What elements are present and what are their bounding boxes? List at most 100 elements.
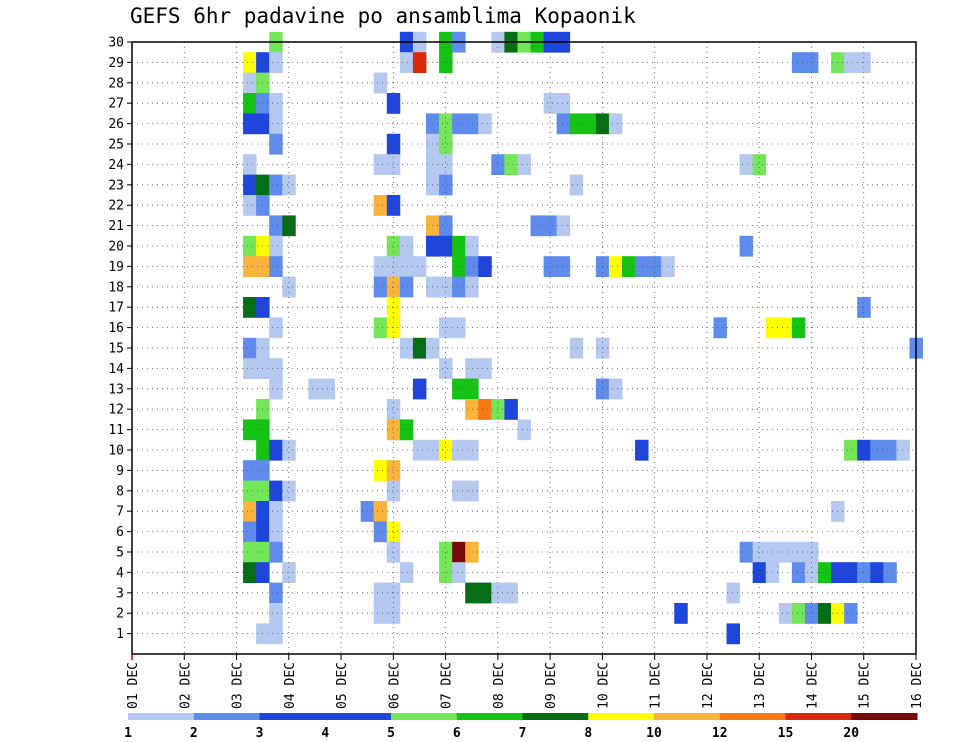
heatmap-cell <box>517 419 531 441</box>
heatmap-cell <box>282 174 296 196</box>
heatmap-cell <box>452 276 466 298</box>
heatmap-cell <box>635 256 649 277</box>
y-tick-label: 17 <box>108 301 124 316</box>
heatmap-cell <box>412 378 427 400</box>
colorbar-label: 20 <box>843 726 859 741</box>
x-tick-label: 02 DEC <box>178 662 193 709</box>
heatmap-cell <box>269 378 283 400</box>
heatmap-cell <box>543 215 558 237</box>
heatmap-cell <box>386 521 401 543</box>
grid-layer <box>132 41 917 654</box>
heatmap-cell <box>569 113 584 135</box>
heatmap-cell <box>543 256 558 277</box>
heatmap-cell <box>452 562 466 583</box>
y-tick-label: 22 <box>108 199 124 214</box>
colorbar-label: 15 <box>778 726 794 741</box>
y-tick-label: 29 <box>108 56 124 71</box>
heatmap-cell <box>791 562 806 583</box>
heatmap-cell <box>883 562 897 583</box>
colorbar-swatch <box>719 713 786 720</box>
colorbar-label: 6 <box>453 726 461 741</box>
heatmap-cell <box>465 378 479 400</box>
heatmap-cell <box>478 256 492 277</box>
heatmap-cell <box>269 480 283 502</box>
y-tick-label: 30 <box>108 36 124 51</box>
y-tick-label: 23 <box>108 178 124 193</box>
heatmap-cell <box>269 521 283 543</box>
heatmap-cell <box>465 358 479 379</box>
heatmap-cell <box>399 419 414 441</box>
heatmap-cell <box>608 256 623 277</box>
heatmap-cell <box>465 235 479 257</box>
cells-layer <box>243 31 923 645</box>
heatmap-cell <box>556 256 571 277</box>
x-tick-label: 08 DEC <box>492 662 507 709</box>
heatmap-cell <box>243 235 257 257</box>
heatmap-cell <box>243 501 257 522</box>
heatmap-cell <box>818 603 832 624</box>
heatmap-cell <box>739 541 754 563</box>
heatmap-cell <box>386 256 401 277</box>
heatmap-cell <box>739 154 754 175</box>
heatmap-cell <box>399 52 414 73</box>
heatmap-cell <box>373 460 388 481</box>
heatmap-cell <box>243 93 257 114</box>
heatmap-cell <box>883 439 897 461</box>
heatmap-cell <box>844 562 858 583</box>
heatmap-cell <box>386 603 401 624</box>
y-tick-label: 5 <box>116 546 124 561</box>
heatmap-cell <box>399 337 414 359</box>
colorbar-label: 10 <box>646 726 662 741</box>
x-tick-label: 07 DEC <box>440 662 455 709</box>
y-tick-label: 14 <box>108 362 124 377</box>
heatmap-cell <box>269 52 283 73</box>
x-axis: 01 DEC 02 DEC 03 DEC 04 DEC 05 DEC 06 DEC 07 D… <box>126 654 925 709</box>
heatmap-cell <box>243 562 257 583</box>
colorbar-swatch <box>456 713 523 720</box>
heatmap-cell <box>243 52 257 73</box>
colorbar-swatch <box>851 713 918 720</box>
heatmap-cell <box>543 93 558 114</box>
heatmap-cell <box>608 378 623 400</box>
y-tick-label: 28 <box>108 76 124 91</box>
heatmap-cell <box>269 541 283 563</box>
heatmap-cell <box>465 399 479 420</box>
heatmap-cell <box>569 337 584 359</box>
heatmap-cell <box>504 154 518 175</box>
heatmap-cell <box>399 562 414 583</box>
heatmap-cell <box>243 174 257 196</box>
heatmap-cell <box>726 582 740 604</box>
y-tick-label: 20 <box>108 240 124 255</box>
heatmap-cell <box>243 154 257 175</box>
heatmap-cell <box>791 317 806 339</box>
x-tick-label: 06 DEC <box>387 662 402 709</box>
heatmap-cell <box>452 317 466 339</box>
heatmap-cell <box>386 235 401 257</box>
x-tick-label: 09 DEC <box>544 662 559 709</box>
x-tick-label: 10 DEC <box>596 662 611 709</box>
colorbar-label: 7 <box>519 726 527 741</box>
heatmap-cell <box>778 317 793 339</box>
heatmap-cell <box>452 113 466 135</box>
y-tick-label: 10 <box>108 444 124 459</box>
heatmap-cell <box>243 195 257 216</box>
heatmap-cell <box>386 133 401 155</box>
heatmap-cell <box>269 235 283 257</box>
colorbar-swatch <box>785 713 852 720</box>
heatmap-cell <box>399 235 414 257</box>
heatmap-cell <box>582 113 597 135</box>
heatmap-cell <box>373 195 388 216</box>
colorbar-label: 3 <box>256 726 264 741</box>
y-tick-label: 19 <box>108 260 124 275</box>
heatmap-cell <box>269 256 283 277</box>
x-tick-label: 15 DEC <box>858 662 873 709</box>
y-tick-label: 13 <box>108 382 124 397</box>
heatmap-cell <box>269 501 283 522</box>
heatmap-cell <box>478 358 492 379</box>
colorbar-swatch <box>325 713 392 720</box>
colorbar-swatch <box>391 713 458 720</box>
x-tick-label: 04 DEC <box>283 662 298 709</box>
y-tick-label: 1 <box>116 627 124 642</box>
heatmap-cell <box>674 603 688 624</box>
heatmap-cell <box>269 317 283 339</box>
